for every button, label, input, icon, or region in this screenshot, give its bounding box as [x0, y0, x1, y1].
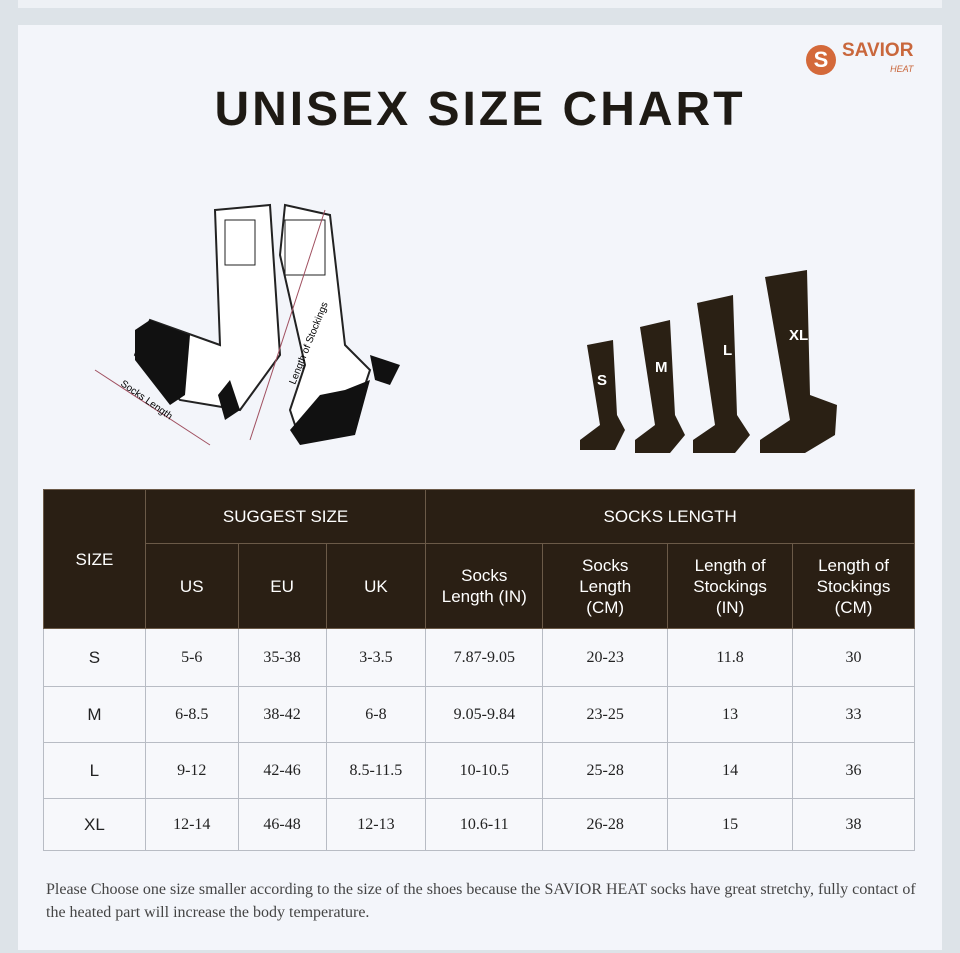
brand-name: SAVIOR: [842, 40, 914, 61]
col-header-label: Length of Stockings (IN): [693, 555, 767, 617]
table-cell: 23-25: [542, 686, 669, 743]
table-row: S 5-6 35-38 3-3.5 7.87-9.05 20-23 11.8 30: [43, 628, 915, 687]
table-cell: 38-42: [237, 686, 327, 743]
sock-l: [693, 295, 750, 453]
logo-s-icon: S: [806, 45, 836, 75]
col-header-socks-cm: Socks Length (CM): [542, 543, 669, 629]
table-cell: 30: [792, 628, 915, 687]
col-header-stockings-in: Length of Stockings (IN): [667, 543, 794, 629]
table-cell: L: [43, 742, 146, 799]
table-cell: 10-10.5: [425, 742, 544, 799]
table-cell: 15: [667, 798, 794, 851]
brand-logo: S SAVIOR HEAT: [806, 40, 914, 78]
table-cell: 9.05-9.84: [425, 686, 544, 743]
table-cell: 6-8: [325, 686, 427, 743]
sock-m: [635, 320, 685, 453]
size-s-label: S: [597, 372, 607, 389]
table-cell: 3-3.5: [325, 628, 427, 687]
table-cell: 33: [792, 686, 915, 743]
table-cell: S: [43, 628, 146, 687]
page-title: UNISEX SIZE CHART: [214, 83, 746, 136]
table-cell: 5-6: [144, 628, 239, 687]
table-cell: 35-38: [237, 628, 327, 687]
socks-length-header: SOCKS LENGTH: [425, 489, 915, 544]
col-header-label: Socks Length (CM): [579, 555, 632, 617]
top-strip: [18, 0, 942, 8]
size-m-label: M: [655, 359, 668, 376]
table-cell: 26-28: [542, 798, 669, 851]
size-xl-label: XL: [789, 327, 808, 344]
sock-xl: [760, 270, 837, 453]
table-cell: 25-28: [542, 742, 669, 799]
sock-sizes-illustration: S M L XL: [580, 270, 837, 453]
col-header-stockings-cm: Length of Stockings (CM): [792, 543, 915, 629]
col-header-label: Length of Stockings (CM): [816, 555, 891, 617]
table-cell: 10.6-11: [425, 798, 544, 851]
table-cell: 36: [792, 742, 915, 799]
table-cell: 13: [667, 686, 794, 743]
size-note: Please Choose one size smaller according…: [46, 881, 916, 921]
table-cell: 46-48: [237, 798, 327, 851]
table-row: XL 12-14 46-48 12-13 10.6-11 26-28 15 38: [43, 798, 915, 851]
table-cell: XL: [43, 798, 146, 851]
table-cell: 7.87-9.05: [425, 628, 544, 687]
table-cell: 38: [792, 798, 915, 851]
col-header-label: Socks Length (IN): [441, 566, 527, 606]
brand-sub: HEAT: [890, 64, 914, 74]
suggest-size-header: SUGGEST SIZE: [144, 489, 427, 544]
sock-s: [580, 340, 625, 450]
col-header-us: US: [144, 543, 239, 629]
size-table: SIZE SUGGEST SIZE SOCKS LENGTH US EU UK …: [43, 489, 915, 851]
table-cell: 12-14: [144, 798, 239, 851]
size-header: SIZE: [43, 489, 146, 629]
col-header-uk: UK: [325, 543, 427, 629]
sock-measurement-diagram: Socks Length Length of Stockings: [94, 203, 400, 446]
table-cell: M: [43, 686, 146, 743]
col-header-eu: EU: [237, 543, 327, 629]
table-cell: 11.8: [667, 628, 794, 687]
col-header-socks-in: Socks Length (IN): [425, 543, 544, 629]
table-cell: 12-13: [325, 798, 427, 851]
table-cell: 20-23: [542, 628, 669, 687]
table-cell: 8.5-11.5: [325, 742, 427, 799]
table-cell: 9-12: [144, 742, 239, 799]
table-row: L 9-12 42-46 8.5-11.5 10-10.5 25-28 14 36: [43, 742, 915, 799]
size-l-label: L: [723, 342, 732, 359]
table-cell: 42-46: [237, 742, 327, 799]
table-row: M 6-8.5 38-42 6-8 9.05-9.84 23-25 13 33: [43, 686, 915, 743]
table-cell: 14: [667, 742, 794, 799]
table-cell: 6-8.5: [144, 686, 239, 743]
